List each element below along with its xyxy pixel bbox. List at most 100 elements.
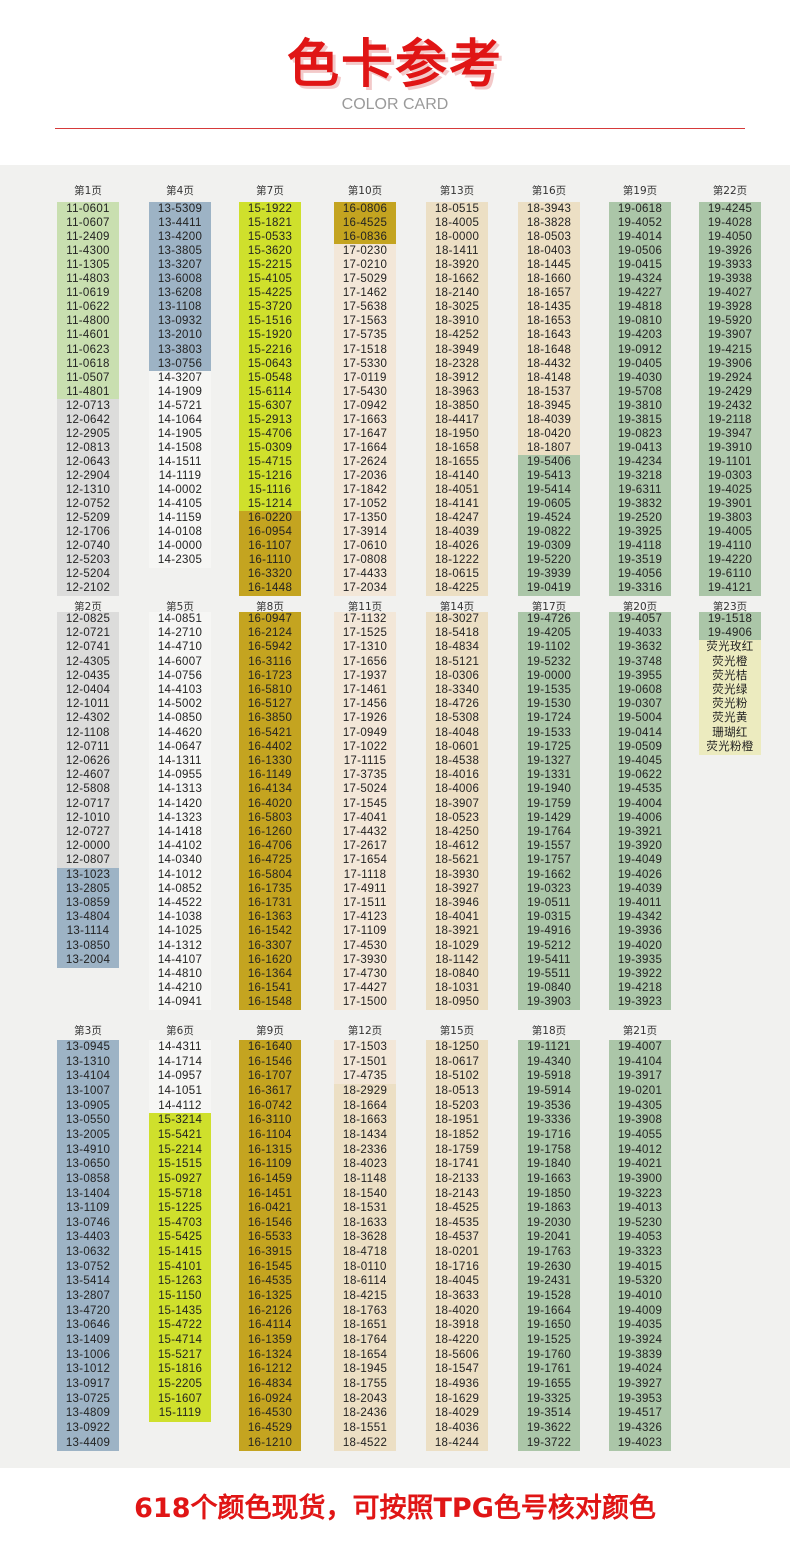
color-code: 18-0420 <box>518 426 580 442</box>
color-code: 19-4524 <box>518 511 580 526</box>
color-code: 19-3939 <box>518 567 580 582</box>
color-code: 16-1325 <box>239 1289 301 1305</box>
color-code: 17-1656 <box>334 654 396 670</box>
color-code: 18-3921 <box>426 924 488 940</box>
color-code: 18-4538 <box>426 754 488 769</box>
color-code: 17-1563 <box>334 314 396 330</box>
color-code: 18-4225 <box>426 581 488 596</box>
color-code: 19-3925 <box>609 525 671 540</box>
color-code: 19-3910 <box>699 440 761 456</box>
color-code: 16-3116 <box>239 654 301 670</box>
page-label: 第23页 <box>712 601 748 613</box>
color-code: 15-2216 <box>239 342 301 358</box>
color-code: 14-1323 <box>149 810 211 826</box>
page-label: 第18页 <box>531 1025 567 1037</box>
color-code: 19-1757 <box>518 853 580 869</box>
color-code: 16-1545 <box>239 1259 301 1275</box>
color-code: 14-4105 <box>149 497 211 512</box>
color-code: 19-3935 <box>609 952 671 968</box>
color-code: 14-1418 <box>149 825 211 840</box>
color-code: 19-4906 <box>699 626 761 641</box>
color-code: 18-0515 <box>426 202 488 217</box>
color-code: 13-2010 <box>149 328 211 344</box>
color-code: 19-4024 <box>609 1362 671 1378</box>
color-code: 17-3735 <box>334 768 396 783</box>
color-code: 17-0119 <box>334 370 396 386</box>
color-code: 16-1707 <box>239 1069 301 1085</box>
color-code: 19-3924 <box>609 1333 671 1349</box>
color-code: 14-0941 <box>149 995 211 1011</box>
color-code: 19-3955 <box>609 668 671 684</box>
color-code: 17-5638 <box>334 300 396 315</box>
color-code: 15-0927 <box>149 1171 211 1188</box>
color-code: 13-0932 <box>149 314 211 330</box>
color-code: 19-1758 <box>518 1142 580 1158</box>
color-code: 18-3963 <box>426 384 488 400</box>
color-code: 19-3900 <box>609 1171 671 1188</box>
color-code: 18-5621 <box>426 853 488 869</box>
color-code: 18-4148 <box>518 370 580 386</box>
color-code: 19-4818 <box>609 300 671 315</box>
color-code: 19-5414 <box>518 483 580 498</box>
color-code: 17-3914 <box>334 525 396 540</box>
color-code: 13-1114 <box>57 924 119 940</box>
color-code: 13-4720 <box>57 1303 119 1319</box>
color-code: 19-4050 <box>699 230 761 245</box>
color-code: 15-3620 <box>239 244 301 259</box>
color-code: 19-3933 <box>699 258 761 273</box>
color-code: 19-0840 <box>518 981 580 996</box>
footer-note: 618个颜色现货，可按照TPG色号核对颜色 <box>134 1493 656 1524</box>
color-code: 19-4057 <box>609 612 671 627</box>
color-code: 13-3805 <box>149 244 211 259</box>
color-code: 18-4041 <box>426 910 488 925</box>
color-code: 12-0711 <box>57 739 119 755</box>
color-code: 19-5413 <box>518 468 580 484</box>
color-code: 17-4730 <box>334 967 396 982</box>
color-code: 18-3340 <box>426 683 488 698</box>
color-code: 18-0513 <box>426 1083 488 1100</box>
color-code: 19-4220 <box>699 553 761 568</box>
page-label: 第8页 <box>256 601 284 613</box>
color-code: 19-1121 <box>518 1040 580 1056</box>
color-code: 15-4706 <box>239 426 301 442</box>
color-code: 19-4039 <box>609 881 671 897</box>
color-code: 13-0746 <box>57 1215 119 1232</box>
color-code: 12-0752 <box>57 497 119 512</box>
color-code: 19-4012 <box>609 1142 671 1158</box>
color-code: 19-3936 <box>609 924 671 940</box>
color-code: 19-1327 <box>518 754 580 769</box>
color-code: 14-4112 <box>149 1098 211 1114</box>
color-code: 19-0912 <box>609 342 671 358</box>
color-code: 珊瑚红 <box>699 725 761 741</box>
color-code: 18-1755 <box>334 1376 396 1393</box>
color-code: 18-0306 <box>426 668 488 684</box>
color-code: 19-6110 <box>699 567 761 582</box>
color-code: 14-0647 <box>149 739 211 755</box>
color-code: 13-0917 <box>57 1376 119 1393</box>
color-code: 13-6008 <box>149 272 211 287</box>
color-code: 19-4004 <box>609 796 671 812</box>
color-code: 18-4535 <box>426 1215 488 1232</box>
color-code: 17-4432 <box>334 825 396 840</box>
color-code: 18-5102 <box>426 1069 488 1085</box>
color-code: 19-4010 <box>609 1289 671 1305</box>
color-code: 13-2805 <box>57 881 119 897</box>
color-code: 17-5029 <box>334 272 396 287</box>
color-code: 13-5414 <box>57 1274 119 1290</box>
color-code: 18-5121 <box>426 654 488 670</box>
color-code: 12-1011 <box>57 697 119 712</box>
color-code: 19-3906 <box>699 356 761 372</box>
color-code: 19-0608 <box>609 683 671 698</box>
color-code: 12-0813 <box>57 440 119 456</box>
color-code: 16-1364 <box>239 967 301 982</box>
color-code: 18-3912 <box>426 370 488 386</box>
color-code: 17-1118 <box>334 867 396 883</box>
color-code: 19-4305 <box>609 1098 671 1114</box>
color-code: 19-4056 <box>609 567 671 582</box>
color-code: 18-1435 <box>518 300 580 315</box>
color-code: 荧光橙 <box>699 654 761 670</box>
color-code: 16-1731 <box>239 896 301 911</box>
color-code: 18-4036 <box>426 1420 488 1437</box>
color-code: 19-3839 <box>609 1347 671 1363</box>
color-code: 19-4726 <box>518 612 580 627</box>
